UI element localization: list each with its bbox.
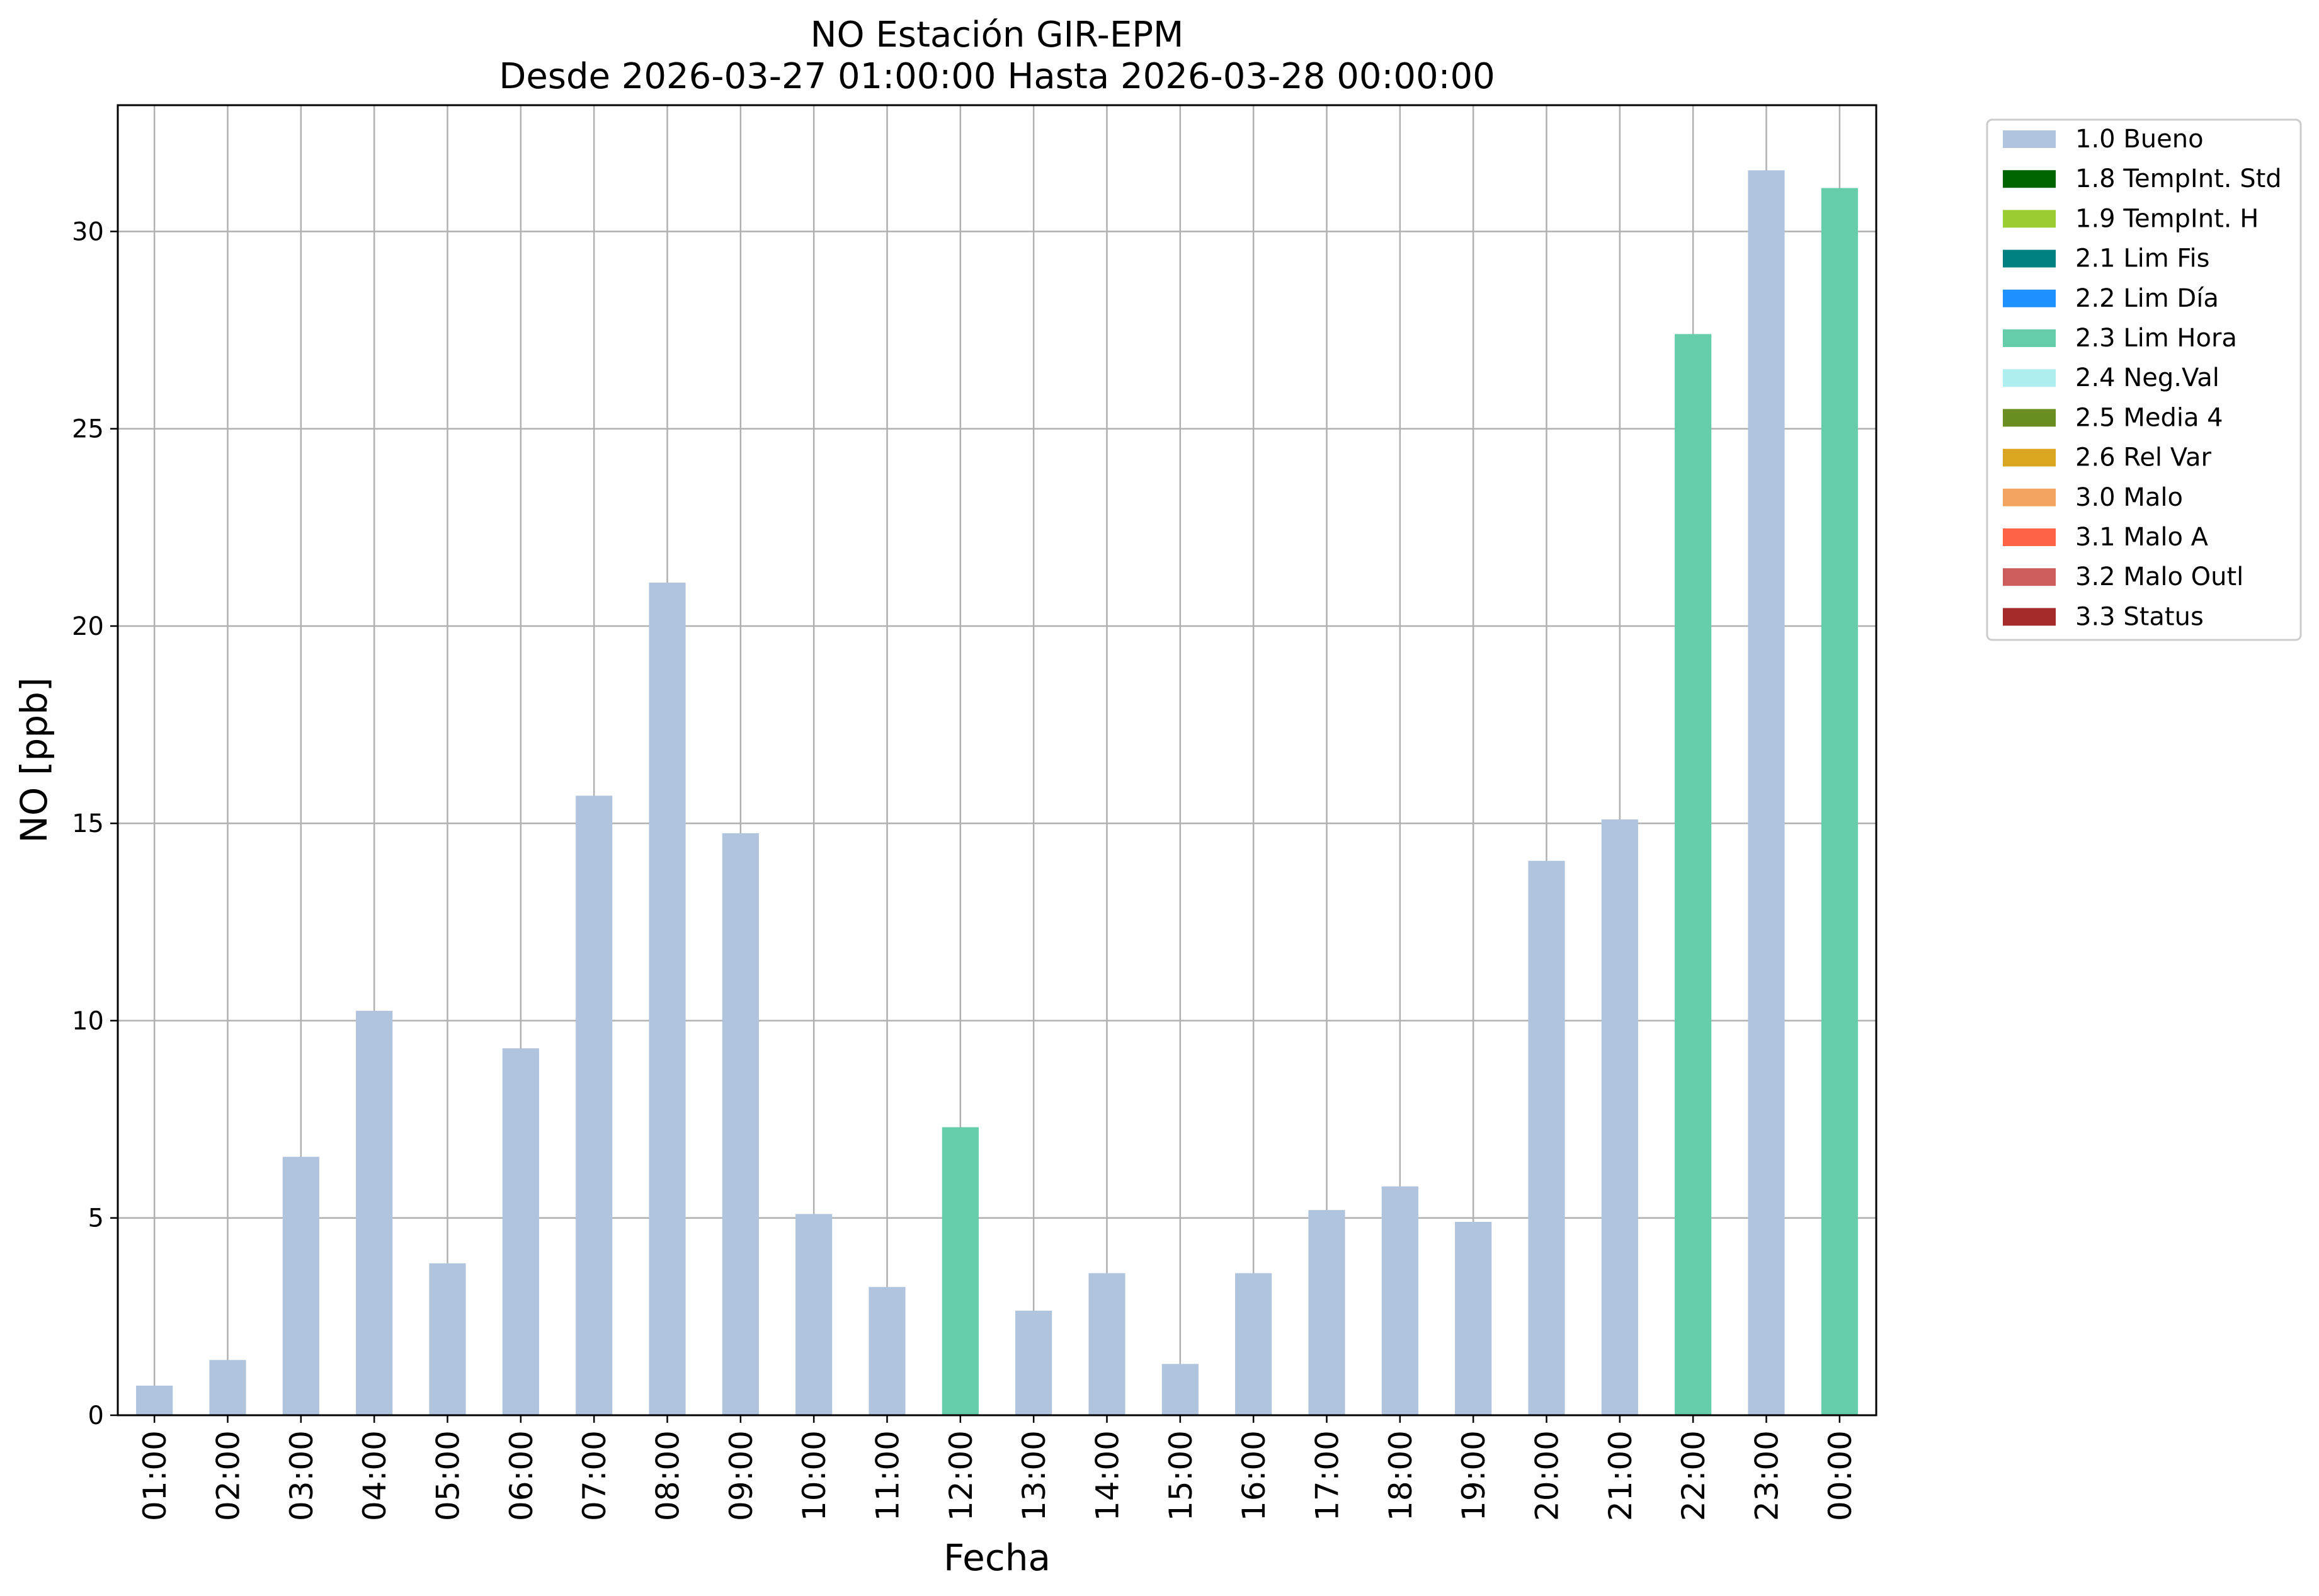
legend-swatch <box>2003 210 2056 228</box>
legend-swatch <box>2003 170 2056 188</box>
legend-swatch <box>2003 369 2056 387</box>
bar <box>356 1010 393 1415</box>
bars <box>136 170 1858 1415</box>
y-axis-label: NO [ppb] <box>13 677 55 843</box>
bar <box>1675 334 1712 1415</box>
y-axis: 0 5 10 15 20 25 30 <box>72 217 118 1430</box>
legend-label: 2.2 Lim Día <box>2075 284 2219 313</box>
legend-swatch <box>2003 249 2056 268</box>
x-tick-label: 00:00 <box>1822 1430 1859 1521</box>
legend-frame <box>1986 118 2302 641</box>
legend-swatch <box>2003 409 2056 427</box>
chart-title: NO Estación GIR-EPM <box>811 14 1184 55</box>
y-tick-label: 10 <box>72 1006 104 1035</box>
legend-label: 1.9 TempInt. H <box>2075 204 2259 233</box>
legend-label: 1.0 Bueno <box>2075 125 2204 154</box>
x-tick-label: 22:00 <box>1675 1430 1712 1521</box>
legend-swatch <box>2003 289 2056 307</box>
bar <box>1308 1210 1345 1415</box>
x-tick-label: 23:00 <box>1749 1430 1786 1521</box>
x-tick-label: 04:00 <box>356 1430 393 1521</box>
legend-label: 3.0 Malo <box>2075 483 2183 512</box>
x-axis: 01:00 02:00 03:00 04:00 05:00 06:00 07:00 08:00… <box>137 1415 1859 1521</box>
bar <box>576 795 613 1415</box>
x-tick-label: 07:00 <box>576 1430 613 1521</box>
legend-swatch <box>2003 608 2056 626</box>
y-tick-label: 15 <box>72 809 104 838</box>
bar <box>1381 1186 1418 1415</box>
y-tick-label: 5 <box>88 1204 104 1233</box>
legend-label: 1.8 TempInt. Std <box>2075 164 2282 193</box>
chart-subtitle: Desde 2026-03-27 01:00:00 Hasta 2026-03-… <box>499 56 1495 97</box>
y-tick-label: 20 <box>72 612 104 641</box>
bar <box>1015 1310 1052 1415</box>
bar <box>1601 819 1638 1415</box>
bar <box>1748 170 1785 1415</box>
bar <box>1528 860 1565 1415</box>
legend-label: 2.1 Lim Fis <box>2075 244 2209 273</box>
x-tick-label: 06:00 <box>503 1430 540 1521</box>
bar <box>649 583 686 1415</box>
x-tick-label: 12:00 <box>943 1430 979 1521</box>
x-tick-label: 09:00 <box>723 1430 760 1521</box>
x-axis-label: Fecha <box>943 1536 1051 1579</box>
x-tick-label: 14:00 <box>1090 1430 1126 1521</box>
x-tick-label: 21:00 <box>1602 1430 1639 1521</box>
bar <box>1235 1273 1272 1415</box>
x-tick-label: 19:00 <box>1456 1430 1492 1521</box>
legend-label: 3.1 Malo A <box>2075 523 2209 552</box>
x-tick-label: 03:00 <box>283 1430 320 1521</box>
bar <box>1161 1364 1199 1415</box>
legend-label: 2.3 Lim Hora <box>2075 324 2237 353</box>
bar <box>502 1048 539 1415</box>
x-tick-label: 20:00 <box>1529 1430 1566 1521</box>
x-tick-label: 16:00 <box>1236 1430 1272 1521</box>
legend-label: 2.6 Rel Var <box>2075 443 2212 472</box>
legend-swatch <box>2003 329 2056 347</box>
plot-frame <box>117 104 1877 1416</box>
legend: 1.0 Bueno 1.8 TempInt. Std 1.9 TempInt. H 2… <box>1986 118 2302 641</box>
bar <box>1455 1222 1492 1415</box>
x-tick-label: 13:00 <box>1016 1430 1052 1521</box>
legend-swatch <box>2003 528 2056 546</box>
legend-swatch <box>2003 130 2056 148</box>
y-tick-label: 25 <box>72 415 104 444</box>
x-tick-label: 10:00 <box>796 1430 833 1521</box>
bar <box>136 1386 173 1415</box>
legend-swatch <box>2003 568 2056 586</box>
bar <box>942 1127 979 1415</box>
x-tick-label: 18:00 <box>1382 1430 1419 1521</box>
y-tick-label: 30 <box>72 217 104 246</box>
x-tick-label: 05:00 <box>430 1430 467 1521</box>
x-tick-label: 17:00 <box>1309 1430 1346 1521</box>
x-tick-label: 15:00 <box>1163 1430 1199 1521</box>
legend-swatch <box>2003 448 2056 467</box>
bar <box>1821 188 1858 1415</box>
bar <box>282 1156 319 1415</box>
legend-label: 3.3 Status <box>2075 602 2204 631</box>
y-tick-label: 0 <box>88 1401 104 1430</box>
x-tick-label: 02:00 <box>210 1430 247 1521</box>
bar <box>1088 1273 1125 1415</box>
bar <box>429 1263 466 1415</box>
bar <box>869 1287 906 1415</box>
legend-label: 2.4 Neg.Val <box>2075 363 2219 392</box>
x-tick-label: 11:00 <box>870 1430 906 1521</box>
bar <box>722 833 759 1415</box>
bar <box>209 1360 246 1415</box>
legend-label: 3.2 Malo Outl <box>2075 562 2243 591</box>
x-tick-label: 01:00 <box>137 1430 173 1521</box>
x-tick-label: 08:00 <box>650 1430 687 1521</box>
bar <box>795 1214 833 1415</box>
legend-label: 2.5 Media 4 <box>2075 403 2223 432</box>
legend-swatch <box>2003 488 2056 506</box>
